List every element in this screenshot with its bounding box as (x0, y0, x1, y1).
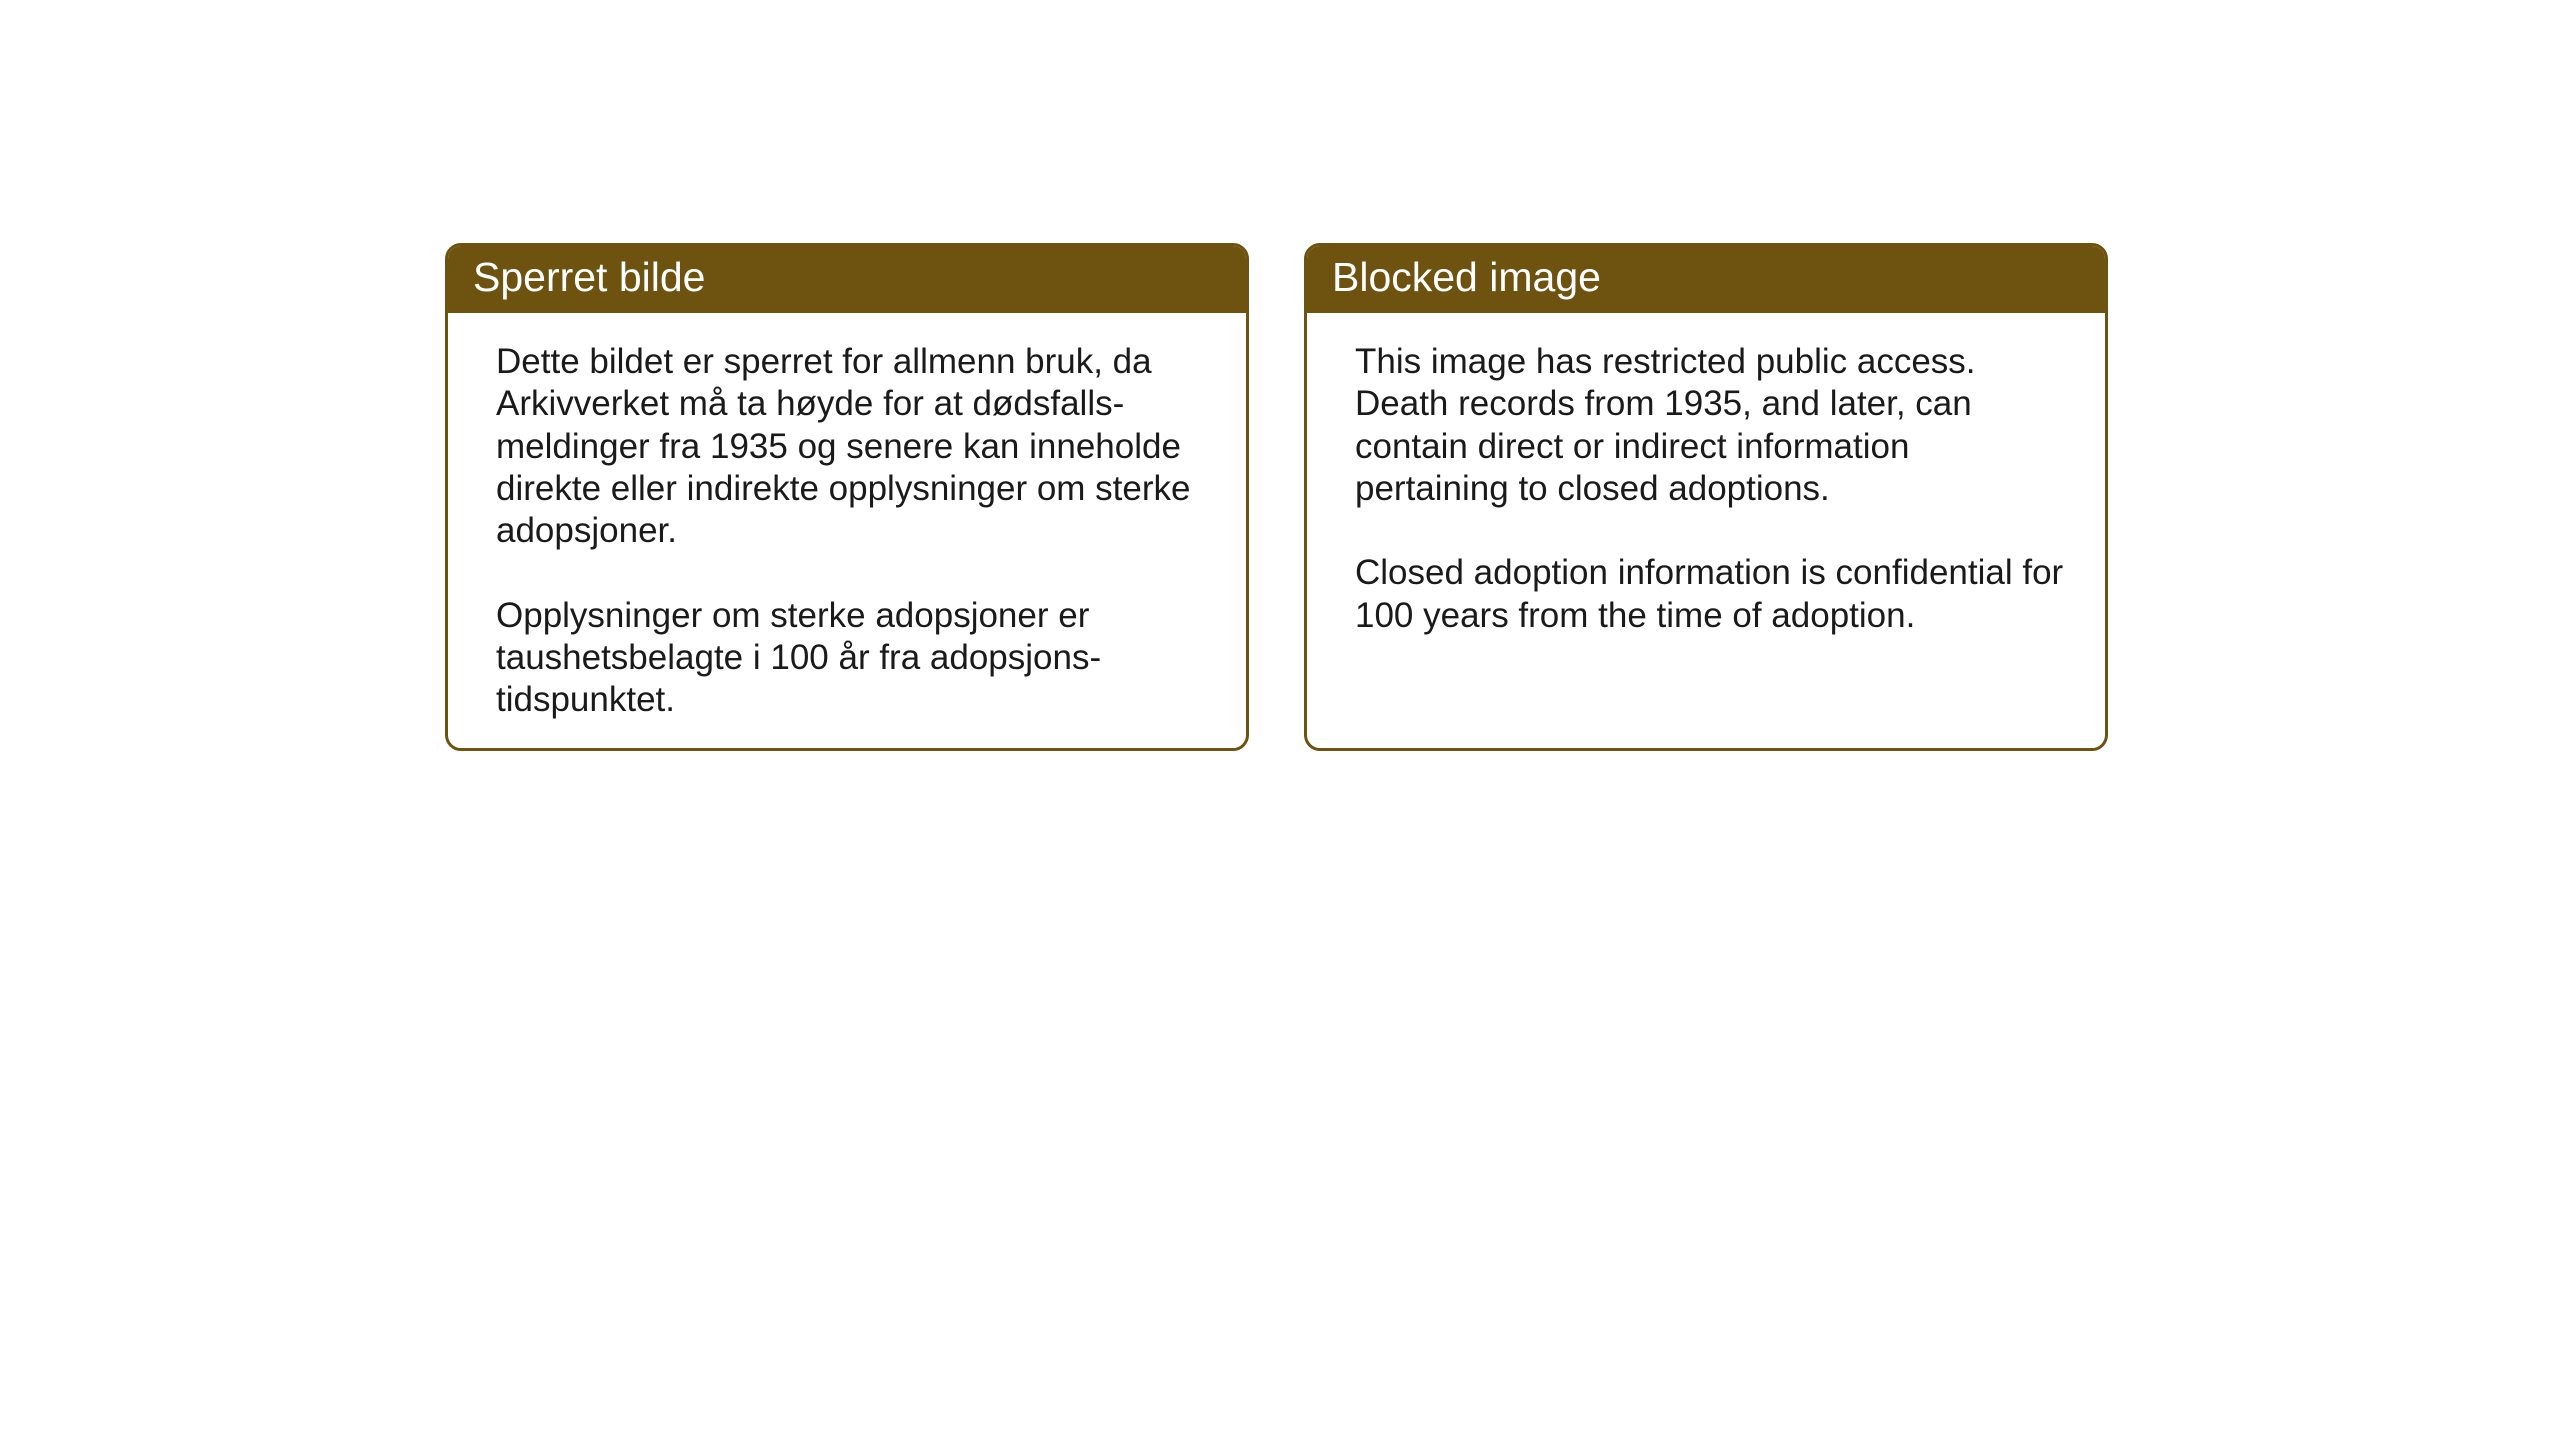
norwegian-paragraph-1: Dette bildet er sperret for allmenn bruk… (496, 341, 1206, 553)
norwegian-notice-body: Dette bildet er sperret for allmenn bruk… (448, 313, 1246, 751)
norwegian-notice-card: Sperret bilde Dette bildet er sperret fo… (445, 243, 1249, 751)
norwegian-paragraph-2: Opplysninger om sterke adopsjoner er tau… (496, 595, 1206, 722)
english-paragraph-2: Closed adoption information is confident… (1355, 552, 2065, 637)
norwegian-notice-title: Sperret bilde (448, 246, 1246, 313)
english-notice-title: Blocked image (1307, 246, 2105, 313)
notice-container: Sperret bilde Dette bildet er sperret fo… (445, 243, 2108, 751)
english-notice-card: Blocked image This image has restricted … (1304, 243, 2108, 751)
english-paragraph-1: This image has restricted public access.… (1355, 341, 2065, 510)
english-notice-body: This image has restricted public access.… (1307, 313, 2105, 677)
